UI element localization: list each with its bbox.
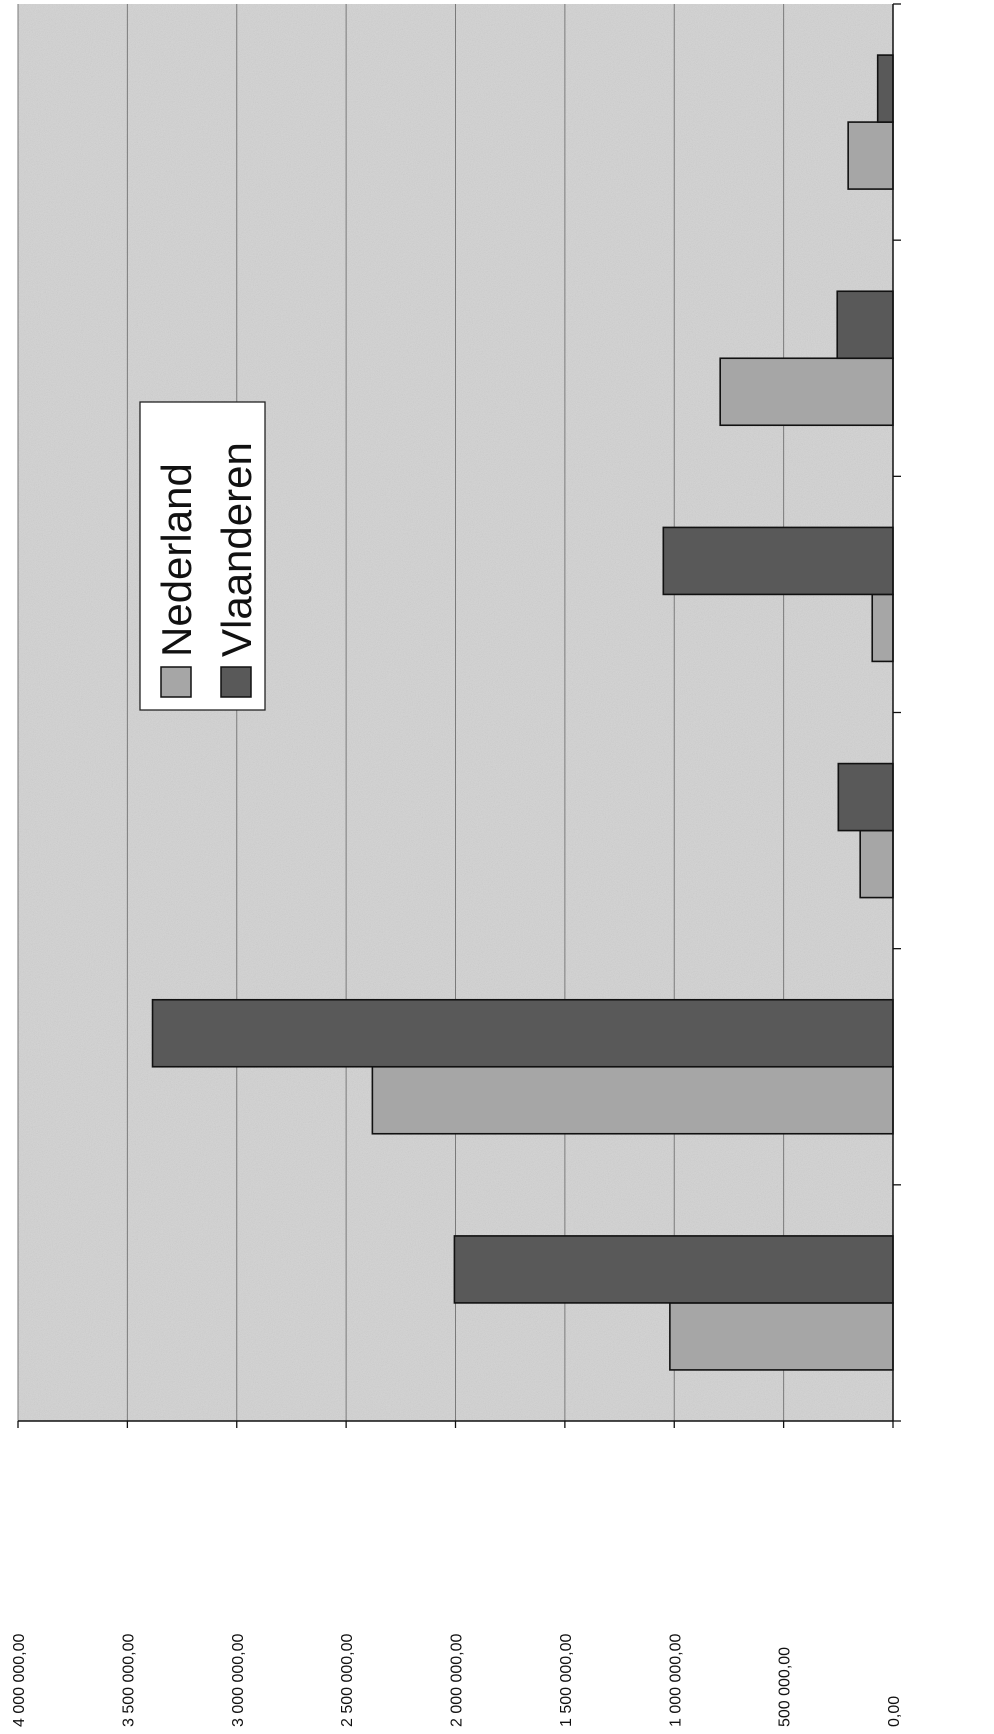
value-tick-label: 1 000 000,00 [667, 1633, 684, 1727]
bar-nederland-5 [719, 357, 894, 427]
bar-vlaanderen-2 [151, 998, 894, 1068]
value-tick-label: 2 500 000,00 [339, 1633, 356, 1727]
legend-swatch-nederland [160, 666, 192, 698]
value-tick-label: 3 000 000,00 [230, 1633, 247, 1727]
value-tick-label: 1 500 000,00 [558, 1633, 575, 1727]
bar-vlaanderen-6 [876, 54, 894, 123]
bar-vlaanderen-4 [662, 526, 894, 596]
bar-nederland-4 [871, 593, 894, 663]
legend-label-vlaanderen: Vlaanderen [213, 442, 260, 657]
bar-nederland-6 [847, 121, 894, 190]
legend-box [139, 401, 266, 711]
bar-vlaanderen-5 [836, 290, 894, 360]
bar-vlaanderen-1 [453, 1235, 894, 1304]
value-tick-label: 4 000 000,00 [11, 1633, 28, 1727]
bar-vlaanderen-3 [837, 762, 894, 832]
value-tick-label: 0,00 [886, 1696, 903, 1727]
value-tick-label: 2 000 000,00 [449, 1633, 466, 1727]
legend-label-nederland: Nederland [153, 463, 200, 657]
bar-nederland-2 [371, 1065, 894, 1135]
legend-swatch-vlaanderen [220, 666, 252, 698]
value-tick-label: 3 500 000,00 [120, 1633, 137, 1727]
value-tick-label: 500 000,00 [777, 1647, 794, 1727]
bar-nederland-1 [669, 1302, 894, 1371]
bar-nederland-3 [859, 829, 894, 899]
